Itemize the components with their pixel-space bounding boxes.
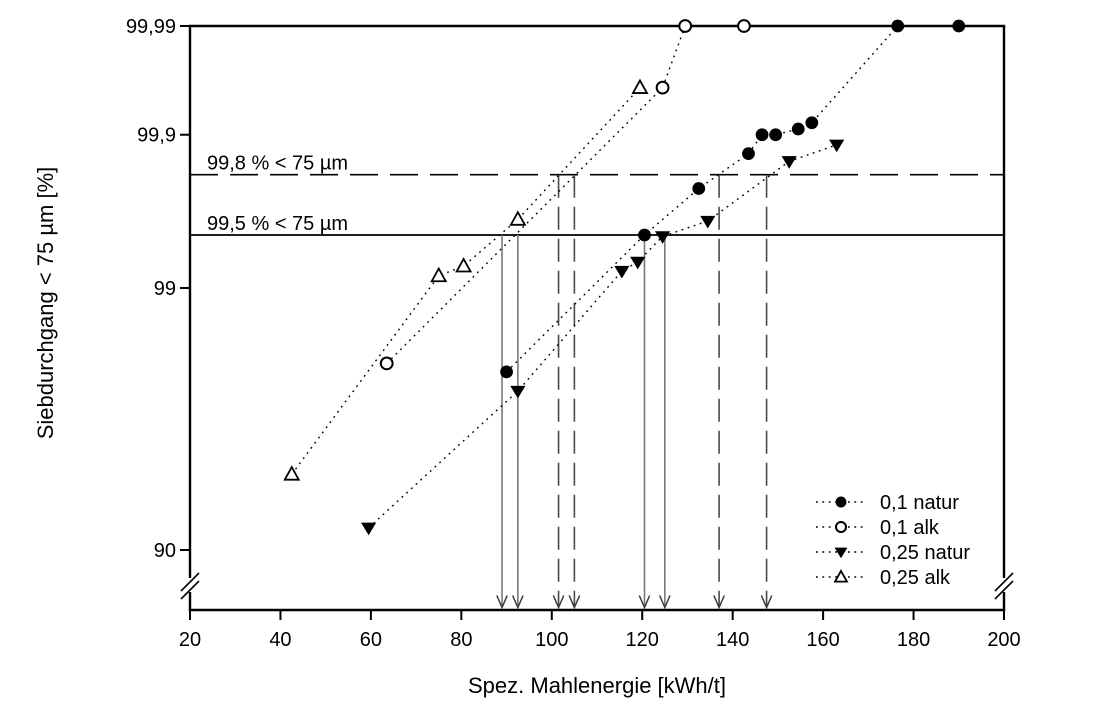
y-tick-label: 99,99 — [126, 16, 176, 38]
data-point-marker — [631, 78, 649, 94]
reference-label: 99,8 % < 75 µm — [207, 153, 348, 175]
legend-label: 0,25 natur — [880, 542, 970, 564]
legend-label: 0,1 alk — [880, 517, 940, 539]
data-point-marker — [678, 19, 693, 33]
legend-marker-icon — [833, 569, 849, 583]
series-line — [368, 144, 837, 529]
reference-label: 99,5 % < 75 µm — [207, 213, 348, 235]
legend-marker-icon — [834, 520, 848, 534]
data-point-marker — [510, 385, 526, 399]
data-point-marker — [430, 266, 448, 283]
data-point-marker — [829, 139, 845, 153]
x-axis-title: Spez. Mahlenergie [kWh/t] — [467, 673, 727, 698]
data-point-marker — [769, 128, 783, 142]
x-tick-label: 20 — [179, 629, 201, 651]
y-axis-title: Siebdurchgang < 75 µm [%] — [33, 166, 58, 440]
data-point-marker — [361, 522, 377, 536]
y-axis-right-break-icon — [994, 572, 1014, 592]
y-axis-break-icon — [180, 580, 200, 600]
data-point-marker — [509, 210, 527, 226]
x-tick-label: 100 — [535, 629, 568, 651]
y-tick-label: 99,9 — [137, 125, 176, 147]
series-line — [386, 25, 744, 364]
x-tick-label: 200 — [987, 629, 1020, 651]
y-tick-label: 90 — [154, 540, 176, 562]
x-tick-label: 180 — [897, 629, 930, 651]
arrowhead-icon — [658, 595, 671, 610]
x-tick-label: 120 — [626, 629, 659, 651]
arrowhead-icon — [713, 595, 725, 610]
x-tick-label: 80 — [450, 629, 472, 651]
data-point-marker — [692, 182, 706, 195]
x-tick-label: 60 — [360, 629, 382, 651]
arrowhead-icon — [511, 595, 524, 610]
data-point-marker — [737, 19, 751, 33]
legend-label: 0,25 alk — [880, 567, 951, 589]
data-point-marker — [742, 147, 755, 161]
data-point-marker — [614, 265, 630, 279]
y-axis-right-break-icon — [994, 580, 1014, 600]
arrowhead-icon — [760, 595, 773, 610]
data-point-marker — [630, 256, 646, 270]
arrowhead-icon — [552, 595, 565, 610]
legend-marker-icon — [835, 496, 847, 508]
data-point-marker — [805, 116, 819, 130]
series-line — [291, 87, 641, 475]
data-point-marker — [638, 228, 651, 242]
data-point-marker — [283, 465, 301, 481]
data-point-marker — [655, 80, 670, 95]
data-point-marker — [700, 215, 716, 229]
x-tick-label: 160 — [806, 629, 839, 651]
arrowhead-icon — [638, 595, 651, 610]
y-tick-label: 99 — [154, 278, 176, 300]
arrowhead-icon — [568, 595, 581, 610]
data-point-marker — [654, 231, 671, 244]
arrowhead-icon — [496, 595, 508, 610]
y-axis-break-icon — [180, 572, 200, 592]
data-point-marker — [891, 19, 905, 33]
data-point-marker — [755, 128, 769, 142]
x-tick-label: 140 — [716, 629, 749, 651]
legend-label: 0,1 natur — [880, 492, 959, 514]
legend-marker-icon — [834, 547, 848, 559]
data-point-marker — [781, 156, 797, 169]
x-tick-label: 40 — [269, 629, 291, 651]
data-point-marker — [791, 122, 805, 136]
data-point-marker — [952, 19, 966, 33]
data-point-marker — [500, 365, 513, 379]
data-point-marker — [455, 257, 473, 273]
data-point-marker — [379, 356, 394, 371]
